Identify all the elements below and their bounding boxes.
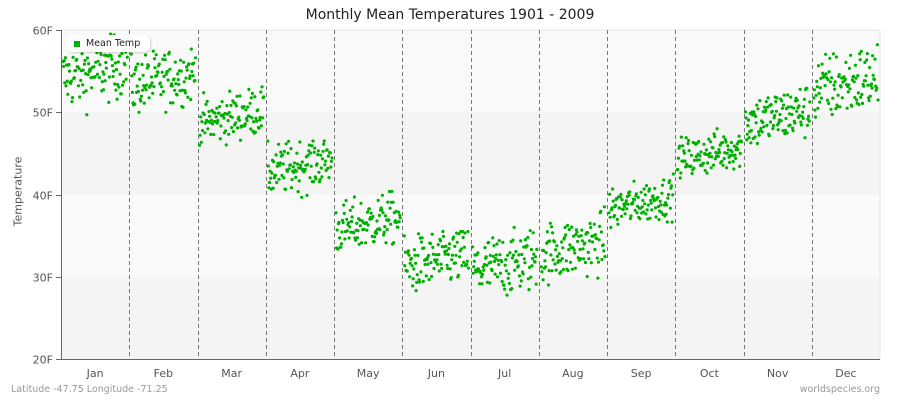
x-tick-label: Apr — [290, 367, 310, 380]
x-tick-label: Sep — [631, 367, 652, 380]
x-tick-label: Aug — [562, 367, 583, 380]
x-tick-label: Jan — [86, 367, 104, 380]
x-tick-label: Jul — [497, 367, 511, 380]
y-tick-label: 60F — [33, 25, 53, 38]
x-tick-label: Oct — [700, 367, 720, 380]
grid-band — [61, 276, 880, 359]
legend-swatch-icon — [74, 40, 80, 47]
x-tick-label: May — [357, 367, 380, 380]
chart-title: Monthly Mean Temperatures 1901 - 2009 — [305, 7, 595, 23]
grid-band — [61, 194, 880, 277]
y-tick-label: 40F — [33, 190, 53, 203]
source-text: worldspecies.org — [799, 384, 880, 395]
x-tick-label: Nov — [767, 367, 789, 380]
x-tick-label: Dec — [835, 367, 856, 380]
y-tick-label: 50F — [33, 107, 53, 120]
legend[interactable]: Mean Temp — [66, 35, 151, 52]
x-tick-label: Jun — [427, 367, 445, 380]
location-text: Latitude -47.75 Longitude -71.25 — [11, 384, 168, 395]
x-tick-label: Mar — [221, 367, 242, 380]
x-tick-label: Feb — [154, 367, 173, 380]
legend-label: Mean Temp — [86, 38, 141, 49]
grid-band — [61, 112, 880, 195]
grid-band — [61, 30, 880, 113]
y-tick-label: 20F — [33, 354, 53, 367]
y-tick-label: 30F — [33, 272, 53, 285]
